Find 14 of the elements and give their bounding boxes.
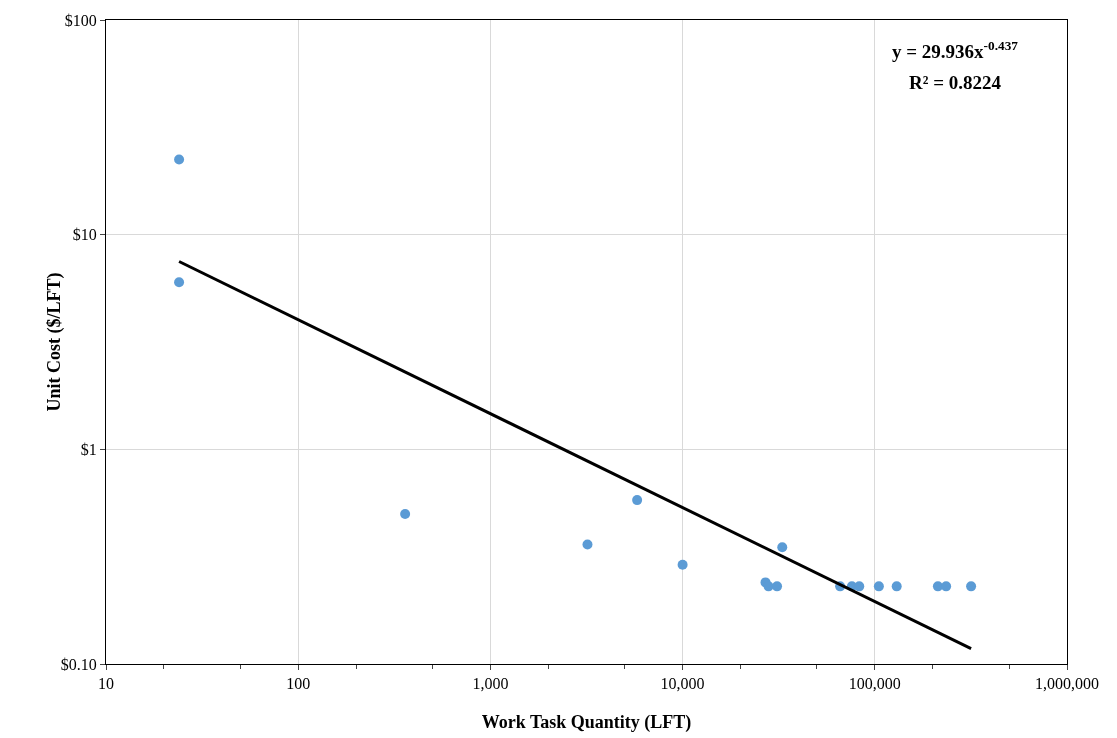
x-tick-label: 10,000 xyxy=(660,675,705,693)
x-axis-title: Work Task Quantity (LFT) xyxy=(481,712,692,733)
y-tick-label: $1 xyxy=(80,440,97,458)
annotation: R² = 0.8224 xyxy=(909,72,1002,93)
y-tick-label: $0.10 xyxy=(60,655,97,673)
x-tick-label: 100,000 xyxy=(848,675,901,693)
x-tick-label: 100 xyxy=(286,675,311,693)
y-tick-label: $10 xyxy=(72,226,97,244)
annotation: y = 29.936x$^{-0.437}$ xyxy=(892,38,1019,62)
y-axis-title: Unit Cost ($/LFT) xyxy=(44,272,65,412)
x-tick-label: 10 xyxy=(98,675,114,693)
x-tick-label: 1,000 xyxy=(472,675,509,693)
x-tick-label: 1,000,000 xyxy=(1035,675,1099,693)
y-tick-label: $100 xyxy=(64,11,97,29)
